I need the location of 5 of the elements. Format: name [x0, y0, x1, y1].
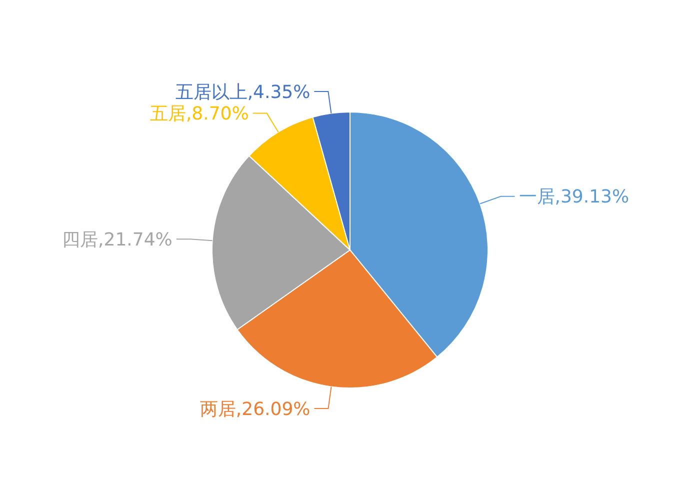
slice-label: 四居,21.74% — [62, 229, 172, 250]
slice-label: 两居,26.09% — [200, 398, 310, 420]
slice-label: 五居以上,4.35% — [175, 82, 310, 103]
slice-label: 一居,39.13% — [518, 186, 630, 208]
slice-label: 五居,8.70% — [150, 104, 249, 125]
